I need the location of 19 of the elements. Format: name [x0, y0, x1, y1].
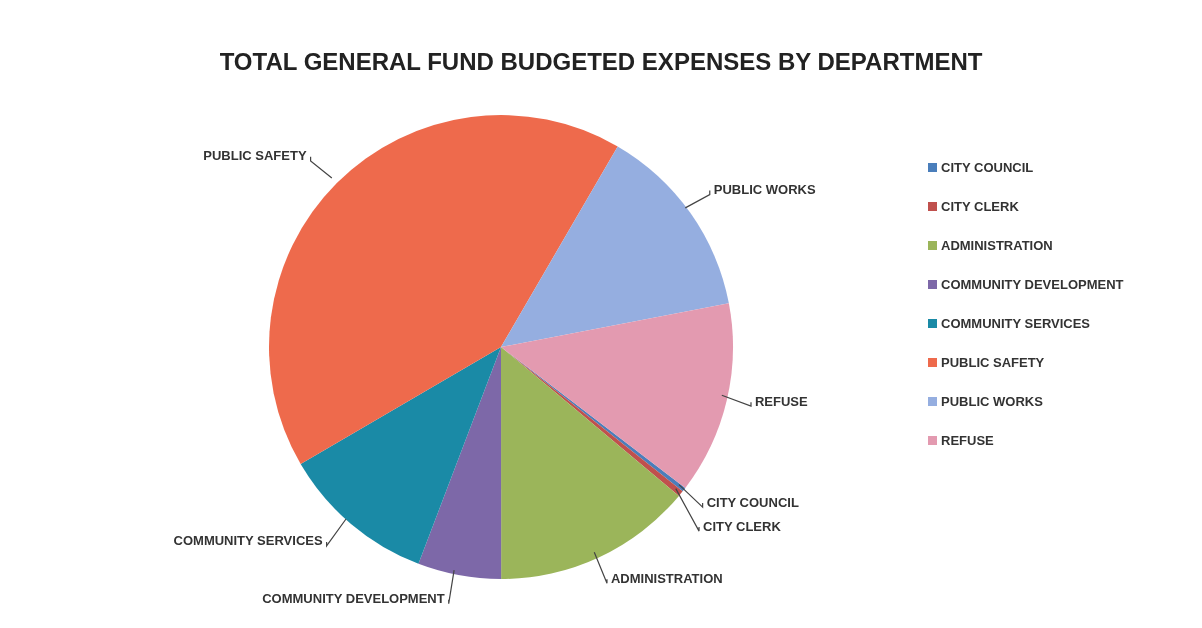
pie-slice	[418, 347, 502, 579]
slice-label: PUBLIC SAFETY	[203, 148, 307, 164]
legend-label: ADMINISTRATION	[940, 237, 1054, 255]
legend-label: PUBLIC WORKS	[940, 393, 1044, 411]
slice-label: CITY CLERK	[703, 518, 782, 534]
legend-label: COMMUNITY SERVICES	[940, 315, 1092, 333]
legend-label: CITY CLERK	[940, 198, 1020, 216]
slice-label: REFUSE	[754, 393, 809, 409]
legend-label: PUBLIC SAFETY	[940, 354, 1046, 372]
slice-label: PUBLIC WORKS	[713, 181, 816, 197]
legend-label: REFUSE	[940, 432, 995, 450]
pie-slice	[501, 303, 733, 488]
slice-label: CITY COUNCIL	[706, 494, 799, 510]
slice-label: COMMUNITY SERVICES	[173, 533, 323, 549]
chart-title: TOTAL GENERAL FUND BUDGETED EXPENSES BY DEPARTMENT	[218, 48, 984, 76]
slice-label: ADMINISTRATION	[610, 570, 723, 586]
legend-label: COMMUNITY DEVELOPMENT	[940, 276, 1124, 294]
legend-label: CITY COUNCIL	[940, 159, 1035, 177]
slice-label: COMMUNITY DEVELOPMENT	[262, 591, 445, 607]
